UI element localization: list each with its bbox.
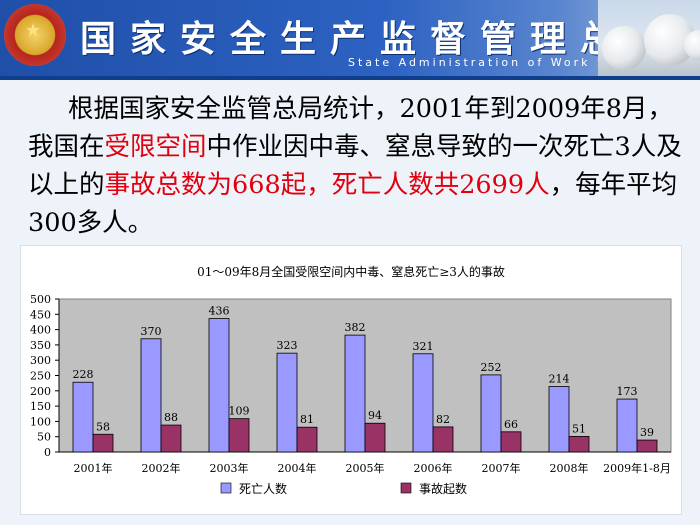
x-tick-label: 2004年	[278, 461, 317, 475]
emblem-logo: ★	[4, 4, 66, 66]
text-totals: 事故总数为668起，死亡人数共2699人	[104, 170, 550, 200]
data-label-accidents: 58	[96, 420, 110, 433]
y-tick-label: 50	[37, 431, 51, 444]
text-intro: 根据国家安全监管总局统计，2001年到2009年8月，我国在	[28, 94, 674, 162]
y-tick-label: 500	[30, 293, 51, 306]
legend-label-deaths: 死亡人数	[239, 481, 287, 496]
y-tick-label: 250	[30, 370, 51, 383]
data-label-deaths: 382	[345, 321, 366, 334]
x-tick-label: 2007年	[482, 461, 521, 475]
bar-accidents	[364, 422, 386, 453]
y-tick-label: 150	[30, 400, 51, 413]
bar-deaths	[140, 338, 162, 453]
storage-tanks-image	[598, 0, 700, 76]
bar-accidents	[160, 424, 182, 453]
x-tick-label: 2006年	[414, 461, 453, 475]
data-label-accidents: 94	[368, 409, 382, 422]
x-tick-label: 2002年	[142, 461, 181, 475]
text-average: ，每年平均300多人。	[28, 170, 678, 238]
bar-deaths	[412, 353, 434, 453]
header-banner: ★ 国家安全生产监督管理总局 State Administration of W…	[0, 0, 700, 76]
data-label-deaths: 370	[141, 325, 162, 338]
x-tick-label: 2005年	[346, 461, 385, 475]
y-tick-label: 300	[30, 354, 51, 367]
data-label-deaths: 228	[73, 368, 94, 381]
bar-deaths	[72, 381, 94, 453]
star-icon: ★	[25, 20, 42, 41]
legend-label-accidents: 事故起数	[419, 481, 467, 496]
bar-accidents	[296, 426, 318, 453]
x-tick-label: 2009年1-8月	[603, 461, 671, 475]
bar-accidents	[432, 426, 454, 453]
chart-container: 01～09年8月全国受限空间内中毒、窒息死亡≥3人的事故 0 50 100 150 200…	[20, 245, 682, 515]
y-tick-label: 350	[30, 339, 51, 352]
data-label-accidents: 109	[229, 405, 250, 418]
data-label-accidents: 82	[436, 413, 450, 426]
chart-title: 01～09年8月全国受限空间内中毒、窒息死亡≥3人的事故	[197, 264, 505, 279]
bar-accidents	[568, 435, 590, 453]
text-confined-space: 受限空间	[104, 132, 207, 162]
legend-swatch-deaths	[220, 482, 232, 494]
data-label-deaths: 173	[617, 385, 638, 398]
bar-accidents	[92, 433, 114, 453]
x-tick-label: 2001年	[74, 461, 113, 475]
bar-chart: 01～09年8月全国受限空间内中毒、窒息死亡≥3人的事故 0 50 100 150 200…	[30, 264, 672, 496]
bar-accidents	[500, 431, 522, 453]
bar-deaths	[208, 318, 230, 453]
x-tick-label: 2008年	[550, 461, 589, 475]
bar-deaths	[616, 398, 638, 453]
y-tick-label: 450	[30, 308, 51, 321]
data-label-deaths: 323	[277, 339, 298, 352]
page-subtitle: State Administration of Work Safety	[348, 56, 651, 69]
data-label-deaths: 214	[549, 373, 570, 386]
data-label-accidents: 81	[300, 413, 314, 426]
bar-deaths	[548, 386, 570, 453]
data-label-accidents: 88	[164, 411, 178, 424]
data-label-accidents: 66	[504, 418, 518, 431]
x-tick-label: 2003年	[210, 461, 249, 475]
page-title: 国家安全生产监督管理总局	[80, 18, 681, 60]
data-label-accidents: 51	[572, 422, 586, 435]
bar-accidents	[636, 439, 658, 453]
y-tick-label: 400	[30, 324, 51, 337]
y-tick-label: 200	[30, 385, 51, 398]
data-label-deaths: 252	[481, 361, 502, 374]
data-label-deaths: 436	[209, 305, 230, 318]
y-tick-label: 0	[44, 446, 51, 459]
legend-swatch-accidents	[400, 482, 412, 494]
bar-deaths	[344, 334, 366, 453]
text-middle: 中作业因中毒、窒息导致的一次死亡3人及以上的	[28, 132, 682, 200]
data-label-accidents: 39	[640, 426, 654, 439]
statistics-paragraph: 根据国家安全监管总局统计，2001年到2009年8月，我国在受限空间中作业因中毒…	[28, 90, 688, 242]
header-divider	[0, 76, 700, 80]
bar-accidents	[228, 418, 250, 453]
data-label-deaths: 321	[413, 340, 434, 353]
bar-deaths	[276, 352, 298, 453]
y-tick-label: 100	[30, 415, 51, 428]
bar-deaths	[480, 374, 502, 453]
